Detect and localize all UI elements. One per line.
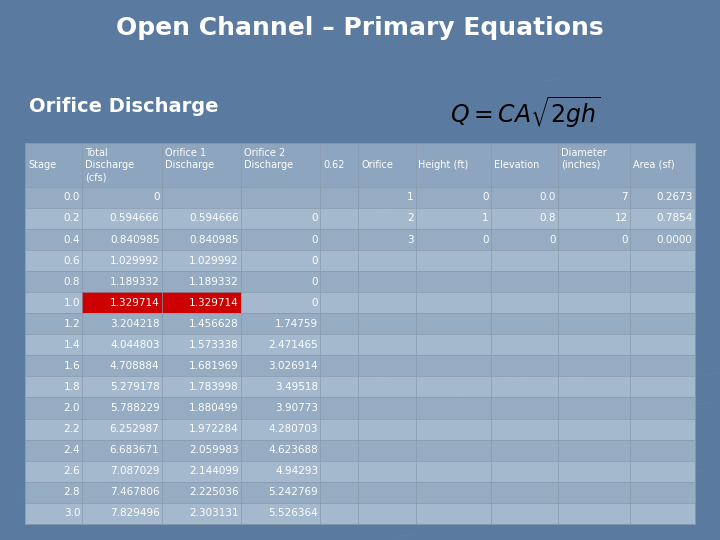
Text: 0: 0 — [482, 234, 489, 245]
Text: 0: 0 — [312, 255, 318, 266]
Text: 2.8: 2.8 — [63, 487, 80, 497]
Text: 0: 0 — [621, 234, 628, 245]
Text: 1: 1 — [482, 213, 489, 224]
Text: Area (sf): Area (sf) — [633, 160, 674, 170]
Text: 0.2673: 0.2673 — [656, 192, 693, 202]
Text: 1.029992: 1.029992 — [189, 255, 239, 266]
Text: 4.044803: 4.044803 — [110, 340, 160, 350]
Text: 0: 0 — [312, 213, 318, 224]
Text: 2.2: 2.2 — [63, 424, 80, 434]
Text: 3: 3 — [407, 234, 413, 245]
Text: Elevation: Elevation — [494, 160, 539, 170]
Text: 0.0000: 0.0000 — [657, 234, 693, 245]
Text: Total
Discharge
(cfs): Total Discharge (cfs) — [85, 147, 135, 183]
Text: 1.573338: 1.573338 — [189, 340, 239, 350]
Text: 2.303131: 2.303131 — [189, 508, 239, 518]
Text: Orifice 2
Discharge: Orifice 2 Discharge — [244, 147, 293, 183]
Text: 0: 0 — [312, 298, 318, 308]
Text: 2.471465: 2.471465 — [269, 340, 318, 350]
Text: 7.467806: 7.467806 — [110, 487, 160, 497]
Text: 4.94293: 4.94293 — [275, 466, 318, 476]
Text: 3.0: 3.0 — [63, 508, 80, 518]
Text: 0.594666: 0.594666 — [189, 213, 239, 224]
Text: 6.683671: 6.683671 — [109, 445, 160, 455]
Text: 1.0: 1.0 — [63, 298, 80, 308]
Text: 3.204218: 3.204218 — [110, 319, 160, 329]
Text: 0.840985: 0.840985 — [110, 234, 160, 245]
Text: 5.526364: 5.526364 — [269, 508, 318, 518]
Text: 1.681969: 1.681969 — [189, 361, 239, 371]
Text: 1.189332: 1.189332 — [109, 276, 160, 287]
Text: 0.6: 0.6 — [63, 255, 80, 266]
Text: 1.6: 1.6 — [63, 361, 80, 371]
Text: 0.2: 0.2 — [63, 213, 80, 224]
Text: 6.252987: 6.252987 — [109, 424, 160, 434]
Text: 1.029992: 1.029992 — [110, 255, 160, 266]
Text: 0.7854: 0.7854 — [656, 213, 693, 224]
Text: 0.594666: 0.594666 — [110, 213, 160, 224]
Text: 1.456628: 1.456628 — [189, 319, 239, 329]
Text: 5.242769: 5.242769 — [269, 487, 318, 497]
Text: 3.026914: 3.026914 — [269, 361, 318, 371]
Text: 1.74759: 1.74759 — [275, 319, 318, 329]
Text: 2.6: 2.6 — [63, 466, 80, 476]
Text: 0.8: 0.8 — [540, 213, 556, 224]
Text: $Q = CA\sqrt{2gh}$: $Q = CA\sqrt{2gh}$ — [451, 94, 600, 130]
Text: 12: 12 — [614, 213, 628, 224]
Text: 1.2: 1.2 — [63, 319, 80, 329]
Text: 1.880499: 1.880499 — [189, 403, 239, 413]
Text: Orifice 1
Discharge: Orifice 1 Discharge — [165, 147, 214, 183]
Text: 1.972284: 1.972284 — [189, 424, 239, 434]
Text: 7: 7 — [621, 192, 628, 202]
Text: 0: 0 — [549, 234, 556, 245]
Text: 7.829496: 7.829496 — [109, 508, 160, 518]
Text: 1.189332: 1.189332 — [189, 276, 239, 287]
Text: 0.0: 0.0 — [64, 192, 80, 202]
Text: 3.90773: 3.90773 — [275, 403, 318, 413]
Text: Diameter
(inches): Diameter (inches) — [561, 147, 607, 183]
Text: Orifice Discharge: Orifice Discharge — [29, 97, 218, 116]
Text: 2.225036: 2.225036 — [189, 487, 239, 497]
Text: 5.788229: 5.788229 — [109, 403, 160, 413]
Text: 3.49518: 3.49518 — [275, 382, 318, 392]
Text: Orifice: Orifice — [361, 160, 393, 170]
Text: 2.059983: 2.059983 — [189, 445, 239, 455]
Text: 0: 0 — [482, 192, 489, 202]
Text: 2.144099: 2.144099 — [189, 466, 239, 476]
Text: Open Channel – Primary Equations: Open Channel – Primary Equations — [116, 16, 604, 40]
Text: 1.8: 1.8 — [63, 382, 80, 392]
Text: 4.708884: 4.708884 — [110, 361, 160, 371]
Text: 0.840985: 0.840985 — [189, 234, 239, 245]
Text: 7.087029: 7.087029 — [110, 466, 160, 476]
Text: 1.4: 1.4 — [63, 340, 80, 350]
Text: 1.329714: 1.329714 — [189, 298, 239, 308]
Text: 2.0: 2.0 — [63, 403, 80, 413]
Text: 0.0: 0.0 — [540, 192, 556, 202]
Text: 0: 0 — [312, 234, 318, 245]
Text: Height (ft): Height (ft) — [418, 160, 469, 170]
Text: 5.279178: 5.279178 — [109, 382, 160, 392]
Text: 4.623688: 4.623688 — [269, 445, 318, 455]
Text: 2.4: 2.4 — [63, 445, 80, 455]
Text: 2: 2 — [407, 213, 413, 224]
Text: 1.329714: 1.329714 — [109, 298, 160, 308]
Text: 0.8: 0.8 — [63, 276, 80, 287]
Text: 4.280703: 4.280703 — [269, 424, 318, 434]
Text: Stage: Stage — [28, 160, 56, 170]
Text: 0.62: 0.62 — [323, 160, 345, 170]
Text: 0: 0 — [312, 276, 318, 287]
Text: 0: 0 — [153, 192, 160, 202]
Text: 0.4: 0.4 — [63, 234, 80, 245]
Text: 1: 1 — [407, 192, 413, 202]
Text: 1.783998: 1.783998 — [189, 382, 239, 392]
